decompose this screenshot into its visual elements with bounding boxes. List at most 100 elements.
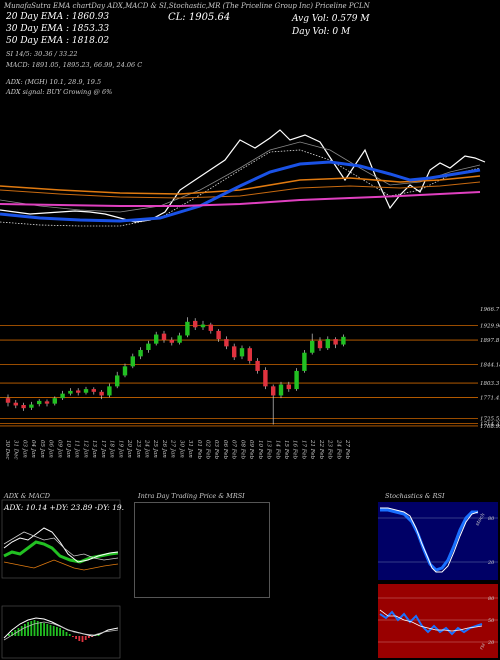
candle-body — [177, 335, 182, 343]
date-label: 25 Jan — [152, 439, 158, 458]
date-label: 22 Feb — [318, 439, 324, 460]
date-label: 10 Feb — [257, 440, 263, 460]
date-label: 05 Jan — [39, 440, 45, 458]
price-level-label: 1897.87 — [480, 338, 500, 344]
candlestick-series — [5, 317, 346, 425]
candle-body — [99, 391, 104, 396]
candle — [200, 320, 206, 330]
candle-body — [263, 370, 268, 387]
macd-histogram-bar — [43, 623, 45, 636]
candle — [239, 345, 245, 360]
date-label: 18 Jan — [109, 440, 115, 458]
date-label: 23 Jan — [135, 439, 141, 458]
candle-body — [255, 360, 260, 371]
candle — [333, 337, 338, 349]
candle-body — [130, 356, 135, 367]
macd-histogram-bar — [72, 636, 74, 637]
ema20-readout: 20 Day EMA : 1860.93 — [6, 12, 110, 22]
candle — [146, 340, 151, 353]
candle-body — [5, 398, 11, 403]
macd-histogram — [8, 620, 100, 642]
candle-body — [122, 366, 128, 376]
stochastic-rsi-title: Stochastics & RSI — [385, 492, 445, 500]
date-label: 21 Feb — [309, 439, 315, 460]
date-label: 19 Jan — [117, 440, 123, 458]
candle-body — [146, 343, 151, 350]
intraday-title: Intra Day Trading Price & MRSI — [138, 492, 245, 500]
stochastic-rsi-panel: 80 20 stoch 80 50 20 rsi — [378, 502, 498, 658]
macd-histogram-bar — [88, 636, 90, 638]
date-axis: 30 Dec 31 Dec 03 Jan 04 Jan 05 Jan 06 Jan 09 J… — [4, 439, 350, 460]
ema30-readout: 30 Day EMA : 1853.33 — [6, 24, 110, 34]
date-label: 11 Jan — [74, 440, 80, 458]
adx-orange-line — [3, 559, 119, 571]
candle — [138, 347, 143, 360]
macd-histogram-bar — [24, 624, 26, 636]
candle — [44, 399, 50, 407]
adx-values: ADX: 10.14 +DY: 23.89 -DY: 19.29 — [3, 503, 124, 512]
candle — [317, 337, 323, 351]
main-price-chart: 1966.7 1929.96 1897.87 1844.18 1803.3 1771.41… — [0, 129, 500, 460]
price-level-label: 1708.99 — [480, 424, 500, 430]
candle-body — [341, 336, 346, 345]
date-label: 26 Jan — [161, 439, 167, 458]
candle-body — [216, 330, 221, 340]
macd-histogram-bar — [97, 634, 100, 636]
candle — [208, 322, 213, 334]
candle — [91, 387, 96, 395]
date-label: 09 Jan — [56, 440, 62, 458]
adx-readout: ADX: (MGH) 10.1, 28.9, 19.5 — [6, 78, 102, 86]
candle-body — [83, 389, 89, 393]
candle-body — [161, 333, 167, 340]
rsi-label-80: 80 — [488, 596, 495, 602]
candle-body — [76, 390, 81, 393]
close-price-label: CL: 1905.64 — [168, 12, 231, 23]
candle — [255, 358, 260, 374]
date-label: 31 Dec — [13, 440, 19, 460]
stoch-k-line — [380, 508, 478, 572]
candle — [325, 336, 330, 350]
candle — [177, 332, 182, 345]
price-level-label: 1844.18 — [480, 362, 500, 368]
date-label: 24 Jan — [143, 439, 149, 458]
date-label: 01 Feb — [196, 440, 202, 460]
adx-macd-panel: ADX: 10.14 +DY: 23.89 -DY: 19.29 — [1, 499, 124, 659]
intraday-panel — [134, 502, 270, 598]
macd-signal-line — [3, 621, 119, 641]
macd-histogram-bar — [40, 622, 42, 636]
ema-magenta-line — [0, 191, 481, 207]
candle — [224, 336, 229, 350]
candle-body — [68, 390, 73, 394]
candle-body — [286, 384, 291, 390]
candle — [60, 390, 65, 400]
macd-histogram-bar — [56, 627, 58, 636]
candle-body — [310, 340, 315, 353]
rsi-label-20: 20 — [487, 640, 495, 646]
macd-histogram-bar — [49, 625, 52, 636]
candle — [37, 399, 42, 407]
ema-blue-line — [0, 160, 481, 223]
avg-volume-label: Avg Vol: 0.579 M — [292, 14, 370, 24]
candle-body — [317, 340, 323, 349]
date-label: 09 Feb — [248, 440, 254, 460]
ema-orange-line-2 — [0, 181, 481, 199]
candle — [83, 386, 89, 395]
candle-body — [232, 346, 237, 358]
candle — [169, 337, 174, 346]
date-label: 13 Jan — [91, 440, 97, 458]
candle-body — [185, 321, 190, 336]
chart-header-line: MunafaSutra EMA chartDay ADX,MACD & SI,S… — [4, 2, 370, 10]
candle-body — [169, 340, 174, 343]
date-label: 17 Jan — [100, 440, 106, 458]
date-label: 06 Feb — [222, 440, 228, 460]
candle-body — [21, 405, 26, 409]
date-label: 02 Feb — [205, 440, 211, 460]
ema-lines-group — [0, 129, 486, 227]
price-level-label: 1725.52 — [480, 416, 500, 422]
macd-histogram-bar — [27, 622, 29, 636]
macd-histogram-bar — [59, 628, 61, 636]
macd-frame — [1, 605, 121, 659]
candle-body — [302, 352, 307, 371]
candle-body — [138, 350, 143, 357]
price-dotted-line — [0, 149, 481, 227]
